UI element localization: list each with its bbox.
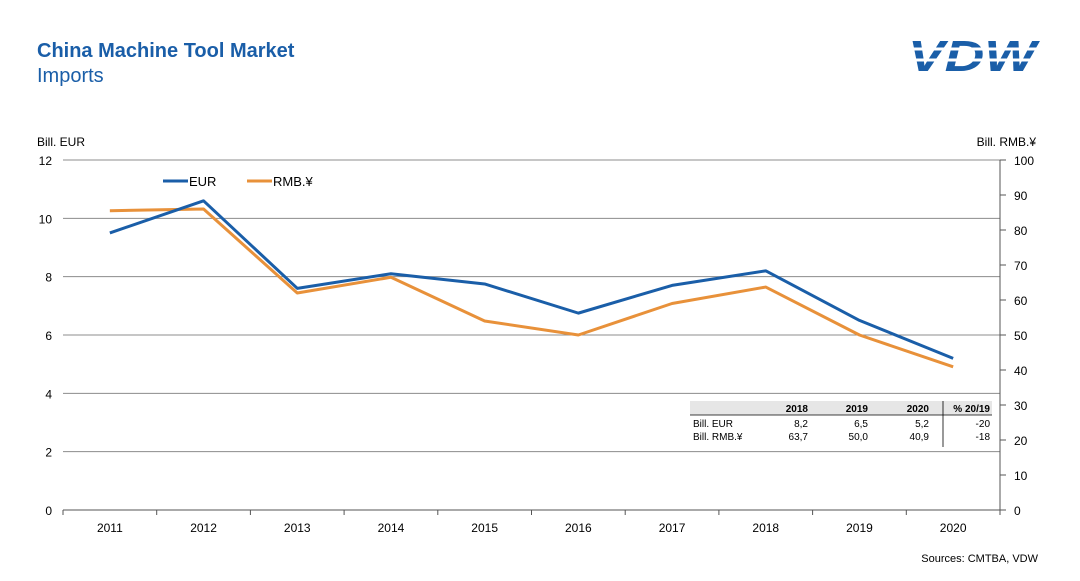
y-tick-label-right: 0: [1014, 504, 1021, 518]
y-tick-label-right: 100: [1014, 154, 1034, 168]
table-header-cell: 2019: [846, 404, 869, 415]
page-title: China Machine Tool Market: [37, 40, 295, 62]
y-tick-label-left: 12: [39, 154, 53, 168]
y-tick-label-right: 70: [1014, 259, 1028, 273]
x-tick-label: 2012: [190, 521, 217, 535]
y-tick-label-right: 10: [1014, 469, 1028, 483]
table-cell: -20: [976, 419, 991, 430]
x-tick-label: 2018: [752, 521, 779, 535]
table-cell: 63,7: [789, 432, 809, 443]
table-cell: 40,9: [910, 432, 930, 443]
y-tick-label-right: 40: [1014, 364, 1028, 378]
legend-label: RMB.¥: [273, 174, 314, 189]
y-tick-label-left: 0: [45, 504, 52, 518]
series-line-rmb: [109, 207, 954, 369]
source-note: Sources: CMTBA, VDW: [921, 553, 1038, 565]
table-cell: 8,2: [794, 419, 808, 430]
y-axis-label-right: Bill. RMB.¥: [977, 135, 1037, 149]
table-header-bg: [690, 401, 992, 415]
y-tick-label-left: 8: [45, 271, 52, 285]
x-tick-label: 2014: [378, 521, 405, 535]
x-ticks: 2011 2012 2013 2014 2015 2016 2017 2018 2019 2020: [62, 510, 1001, 535]
legend-label: EUR: [189, 174, 216, 189]
y-axis-label-left: Bill. EUR: [37, 135, 85, 149]
x-tick-label: 2011: [97, 521, 123, 535]
table-cell: 5,2: [915, 419, 929, 430]
table-cell: 6,5: [854, 419, 868, 430]
table-header-cell: 2020: [907, 404, 930, 415]
y-tick-label-right: 20: [1014, 434, 1028, 448]
x-tick-label: 2015: [471, 521, 498, 535]
y-tick-label-left: 6: [45, 329, 52, 343]
vdw-logo-text: VDW: [908, 35, 1040, 75]
y-ticks-right: 0 10 20 30 40 50 60 70 80 90 100: [1000, 154, 1034, 518]
vdw-logo: VDW: [906, 35, 1040, 75]
y-tick-label-left: 4: [45, 387, 52, 401]
y-tick-label-right: 30: [1014, 399, 1028, 413]
y-tick-label-left: 10: [39, 212, 53, 226]
y-tick-label-right: 80: [1014, 224, 1028, 238]
series-lines: [109, 199, 954, 369]
table-cell: 50,0: [849, 432, 869, 443]
table-header-cell: 2018: [786, 404, 809, 415]
x-tick-label: 2013: [284, 521, 311, 535]
y-tick-label-left: 2: [45, 446, 52, 460]
table-header-cell: % 20/19: [953, 404, 990, 415]
x-tick-label: 2016: [565, 521, 592, 535]
table-row-label: Bill. RMB.¥: [693, 432, 743, 443]
y-tick-label-right: 50: [1014, 329, 1028, 343]
series-line-eur: [109, 199, 954, 360]
x-tick-label: 2019: [846, 521, 873, 535]
grid-lines: [63, 159, 1000, 453]
x-tick-label: 2020: [940, 521, 967, 535]
table-row-label: Bill. EUR: [693, 419, 733, 430]
table-cell: -18: [976, 432, 991, 443]
y-tick-label-right: 60: [1014, 294, 1028, 308]
x-tick-label: 2017: [659, 521, 686, 535]
y-tick-label-right: 90: [1014, 189, 1028, 203]
page-subtitle: Imports: [37, 65, 104, 87]
legend: EUR RMB.¥: [163, 174, 314, 189]
data-table: 2018 2019 2020 % 20/19 Bill. EUR 8,2 6,5 5,2 -20…: [690, 401, 992, 447]
y-ticks-left: 0 2 4 6 8 10 12: [39, 154, 53, 518]
